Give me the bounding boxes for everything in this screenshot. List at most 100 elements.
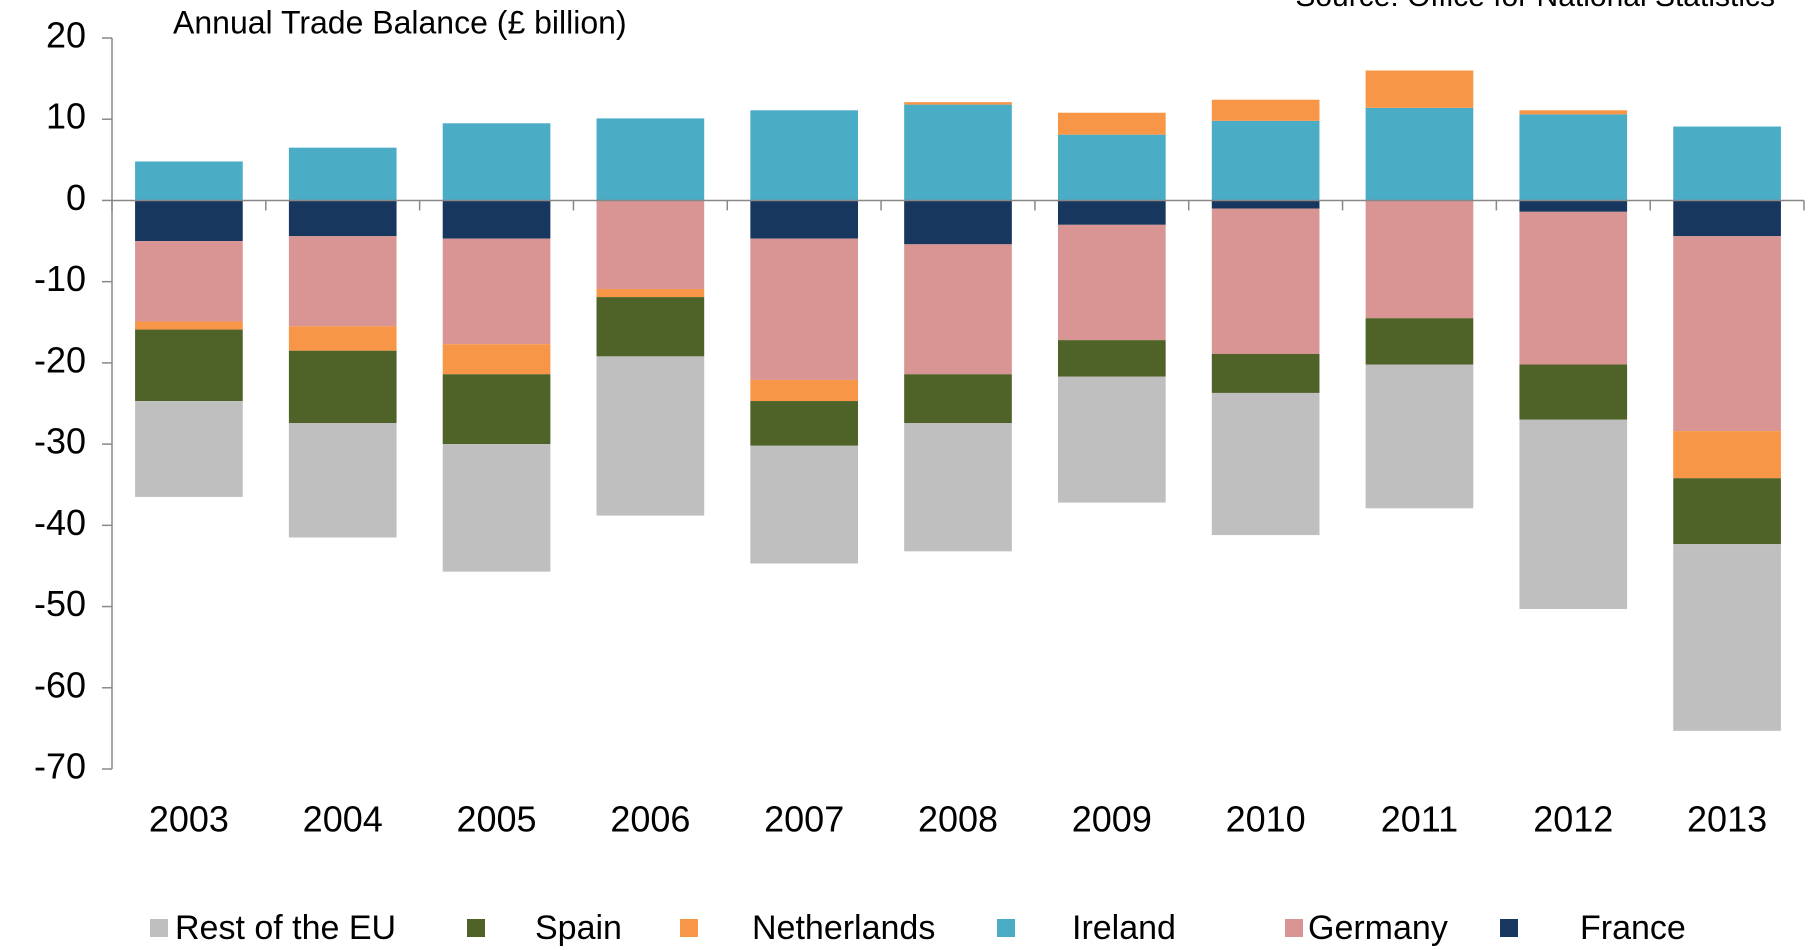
x-tick-label: 2007 xyxy=(764,799,844,840)
bar-segment xyxy=(288,326,397,351)
legend-label: Netherlands xyxy=(752,909,935,947)
bar-segment xyxy=(1057,200,1166,225)
y-tick-label: -50 xyxy=(34,583,86,624)
y-tick-label: -10 xyxy=(34,258,86,299)
bar-segment xyxy=(1365,318,1474,365)
source: Source: Office for National Statistics xyxy=(1295,0,1775,13)
bar-segment xyxy=(1365,70,1474,108)
y-tick-label: 0 xyxy=(66,177,86,218)
bar-segment xyxy=(1519,211,1628,365)
legend-swatch xyxy=(467,919,485,937)
bar-segment xyxy=(1057,340,1166,377)
y-tick-label: -70 xyxy=(34,746,86,787)
bar-segment xyxy=(1519,114,1628,201)
legend-swatch xyxy=(997,919,1015,937)
x-tick-label: 2004 xyxy=(303,799,383,840)
bar-segment xyxy=(1673,478,1781,545)
legend-label: Ireland xyxy=(1072,909,1176,947)
y-tick-label: -30 xyxy=(34,421,86,462)
bar-segment xyxy=(135,161,243,201)
bar-segment xyxy=(1673,544,1781,731)
bar-segment xyxy=(904,374,1012,423)
y-tick-label: -40 xyxy=(34,502,86,543)
bar-segment xyxy=(750,379,859,402)
bar-segment xyxy=(1211,200,1320,209)
x-tick-label: 2008 xyxy=(918,799,998,840)
bar-segment xyxy=(1519,364,1628,420)
y-tick-label: -60 xyxy=(34,664,86,705)
bar-segment xyxy=(596,356,705,516)
x-tick-label: 2010 xyxy=(1226,799,1306,840)
legend-label: France xyxy=(1580,909,1686,947)
legend-swatch xyxy=(150,919,168,937)
bar-segment xyxy=(904,104,1012,201)
bar-segment xyxy=(288,236,397,327)
bar-segment xyxy=(904,102,1012,105)
bar-segment xyxy=(442,238,551,345)
bar-segment xyxy=(1365,107,1474,201)
bar-segment xyxy=(904,200,1012,245)
legend-swatch xyxy=(1500,919,1518,937)
bar-segment xyxy=(1057,112,1166,135)
bar-segment xyxy=(1519,110,1628,115)
bar-segment xyxy=(596,297,705,357)
bar-segment xyxy=(288,350,397,423)
bar-segment xyxy=(596,200,705,289)
x-tick-label: 2012 xyxy=(1533,799,1613,840)
bar-segment xyxy=(442,344,551,375)
chart-title: Annual Trade Balance (£ billion) xyxy=(173,4,627,40)
y-tick-label: 20 xyxy=(46,15,86,56)
bar-segment xyxy=(1057,134,1166,201)
bar-segment xyxy=(1519,200,1628,212)
bar-segment xyxy=(750,110,859,201)
legend-swatch xyxy=(680,919,698,937)
x-tick-label: 2009 xyxy=(1072,799,1152,840)
bar-segment xyxy=(1365,364,1474,509)
bar-segment xyxy=(135,401,243,497)
legend-label: Germany xyxy=(1308,909,1448,947)
bar-segment xyxy=(750,200,859,239)
bar-segment xyxy=(288,147,397,201)
x-tick-label: 2006 xyxy=(610,799,690,840)
bar-segment xyxy=(442,200,551,239)
bar-segment xyxy=(1673,126,1781,201)
bar-segment xyxy=(904,244,1012,375)
bar-segment xyxy=(1673,200,1781,237)
x-tick-label: 2013 xyxy=(1687,799,1767,840)
bar-segment xyxy=(288,200,397,237)
x-tick-label: 2011 xyxy=(1381,799,1458,840)
bar-segment xyxy=(1673,236,1781,432)
y-tick-label: -20 xyxy=(34,339,86,380)
legend-label: Spain xyxy=(535,909,622,947)
bar-segment xyxy=(1211,120,1320,201)
bar-segment xyxy=(1211,208,1320,354)
bar-segment xyxy=(1519,419,1628,609)
bar-segment xyxy=(1365,200,1474,319)
bar-segment xyxy=(596,118,705,201)
bar-segment xyxy=(1057,224,1166,341)
y-tick-label: 10 xyxy=(46,96,86,137)
bar-segment xyxy=(1057,376,1166,503)
legend-label: Rest of the EU xyxy=(175,909,396,947)
bar-segment xyxy=(135,329,243,402)
x-tick-label: 2005 xyxy=(456,799,536,840)
bar-segment xyxy=(750,238,859,380)
bar-segment xyxy=(135,241,243,322)
x-tick-label: 2003 xyxy=(149,799,229,840)
bar-segment xyxy=(1673,431,1781,479)
bar-segment xyxy=(442,374,551,445)
bar-segment xyxy=(750,445,859,564)
bar-segment xyxy=(442,444,551,572)
legend-swatch xyxy=(1285,919,1303,937)
bar-segment xyxy=(596,288,705,298)
bar-segment xyxy=(135,321,243,330)
bar-segment xyxy=(135,200,243,242)
bar-segment xyxy=(1211,392,1320,536)
bar-segment xyxy=(1211,353,1320,393)
bar-segment xyxy=(904,422,1012,552)
bar-segment xyxy=(750,401,859,446)
bar-segment xyxy=(288,422,397,538)
bar-segment xyxy=(1211,99,1320,121)
bar-segment xyxy=(442,123,551,201)
